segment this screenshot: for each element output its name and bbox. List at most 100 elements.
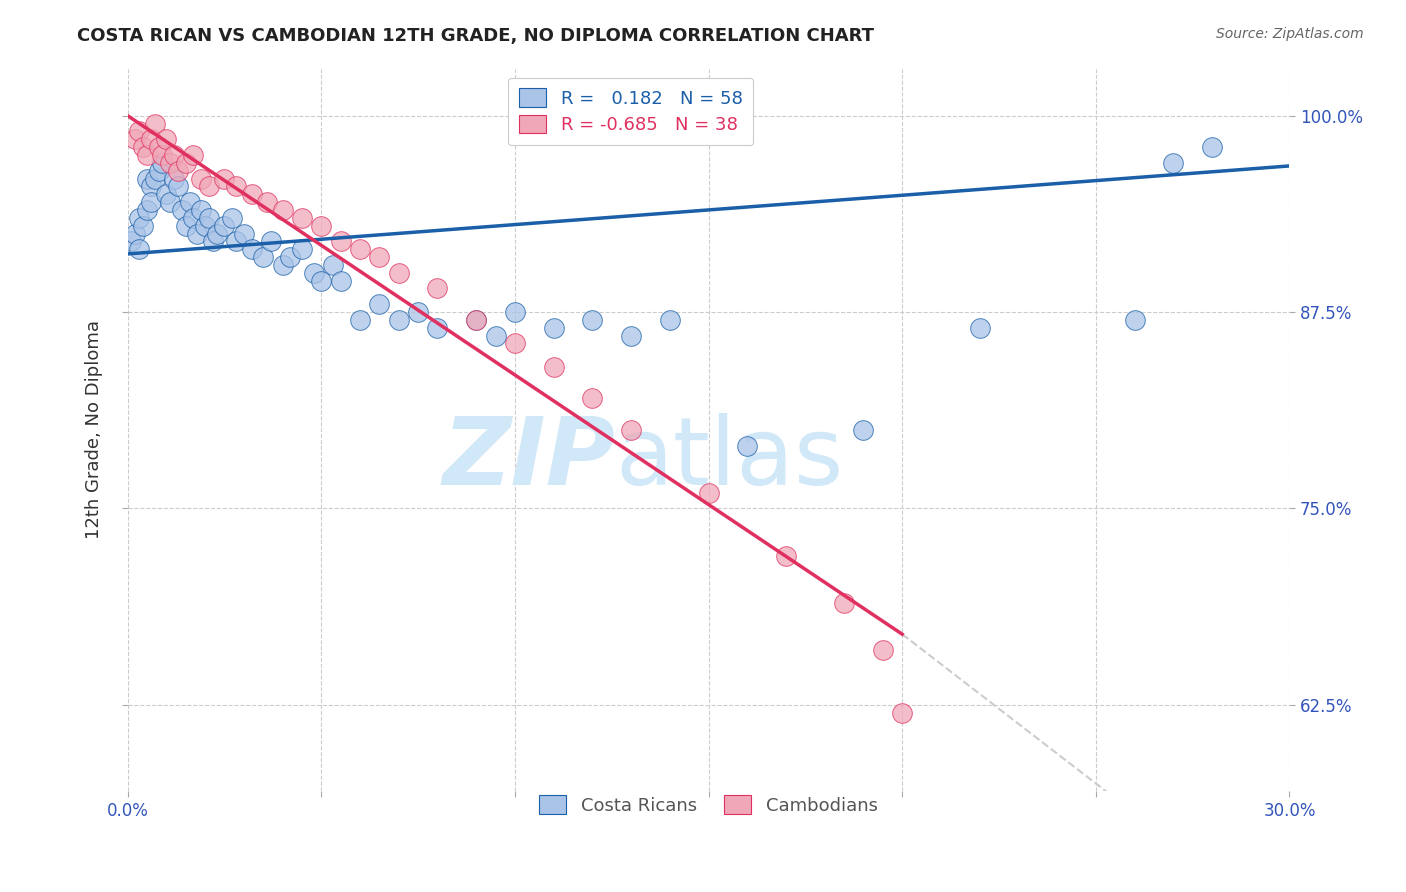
Point: [620, 423, 643, 437]
Point: [329, 235, 352, 249]
Point: [194, 219, 217, 233]
Point: [891, 706, 914, 720]
Point: [124, 227, 146, 241]
Point: [232, 227, 254, 241]
Point: [240, 242, 263, 256]
Point: [155, 187, 177, 202]
Point: [132, 140, 155, 154]
Point: [136, 148, 159, 162]
Point: [620, 328, 643, 343]
Point: [159, 156, 181, 170]
Point: [136, 171, 159, 186]
Point: [240, 187, 263, 202]
Point: [368, 250, 391, 264]
Point: [163, 171, 186, 186]
Point: [148, 163, 170, 178]
Point: [543, 360, 565, 375]
Point: [225, 179, 247, 194]
Point: [503, 305, 526, 319]
Point: [128, 242, 150, 256]
Point: [167, 179, 190, 194]
Point: [426, 320, 449, 334]
Point: [309, 274, 332, 288]
Point: [465, 313, 488, 327]
Point: [179, 195, 201, 210]
Point: [225, 235, 247, 249]
Point: [128, 124, 150, 138]
Point: [465, 313, 488, 327]
Point: [271, 258, 294, 272]
Point: [658, 313, 681, 327]
Point: [163, 148, 186, 162]
Point: [260, 235, 283, 249]
Point: [155, 132, 177, 146]
Y-axis label: 12th Grade, No Diploma: 12th Grade, No Diploma: [86, 320, 103, 540]
Point: [503, 336, 526, 351]
Point: [309, 219, 332, 233]
Point: [190, 171, 212, 186]
Point: [174, 219, 197, 233]
Point: [128, 211, 150, 225]
Point: [1201, 140, 1223, 154]
Point: [198, 179, 221, 194]
Point: [201, 235, 224, 249]
Point: [121, 235, 143, 249]
Point: [136, 202, 159, 217]
Point: [349, 242, 371, 256]
Point: [832, 596, 855, 610]
Point: [124, 132, 146, 146]
Point: [406, 305, 429, 319]
Point: [1123, 313, 1146, 327]
Point: [329, 274, 352, 288]
Point: [139, 132, 162, 146]
Point: [291, 242, 314, 256]
Point: [183, 148, 205, 162]
Point: [132, 219, 155, 233]
Point: [302, 266, 325, 280]
Point: [148, 140, 170, 154]
Text: Source: ZipAtlas.com: Source: ZipAtlas.com: [1216, 27, 1364, 41]
Point: [205, 227, 228, 241]
Point: [271, 202, 294, 217]
Point: [170, 202, 193, 217]
Legend: Costa Ricans, Cambodians: Costa Ricans, Cambodians: [529, 785, 889, 826]
Point: [214, 219, 236, 233]
Point: [291, 211, 314, 225]
Point: [256, 195, 278, 210]
Point: [735, 439, 758, 453]
Point: [697, 485, 720, 500]
Point: [278, 250, 301, 264]
Point: [969, 320, 991, 334]
Point: [388, 313, 411, 327]
Text: ZIP: ZIP: [443, 413, 616, 505]
Point: [183, 211, 205, 225]
Point: [214, 171, 236, 186]
Point: [1161, 156, 1184, 170]
Point: [775, 549, 797, 563]
Point: [174, 156, 197, 170]
Point: [159, 195, 181, 210]
Point: [872, 643, 894, 657]
Point: [221, 211, 243, 225]
Text: COSTA RICAN VS CAMBODIAN 12TH GRADE, NO DIPLOMA CORRELATION CHART: COSTA RICAN VS CAMBODIAN 12TH GRADE, NO …: [77, 27, 875, 45]
Point: [388, 266, 411, 280]
Point: [190, 202, 212, 217]
Point: [198, 211, 221, 225]
Point: [152, 156, 174, 170]
Point: [139, 179, 162, 194]
Point: [349, 313, 371, 327]
Point: [543, 320, 565, 334]
Point: [426, 281, 449, 295]
Point: [368, 297, 391, 311]
Point: [852, 423, 875, 437]
Point: [186, 227, 208, 241]
Point: [139, 195, 162, 210]
Point: [143, 116, 166, 130]
Point: [252, 250, 274, 264]
Point: [143, 171, 166, 186]
Point: [581, 392, 603, 406]
Point: [167, 163, 190, 178]
Point: [152, 148, 174, 162]
Point: [581, 313, 603, 327]
Point: [484, 328, 506, 343]
